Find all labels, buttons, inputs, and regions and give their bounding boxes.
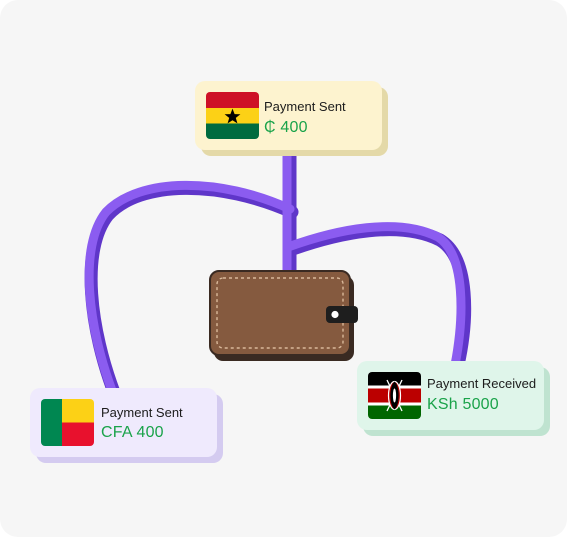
ghana-amount: ₵ 400 bbox=[264, 119, 308, 136]
connector-ghana-benin bbox=[84, 180, 295, 398]
kenya-status-label: Payment Received bbox=[427, 376, 537, 391]
benin-status-label: Payment Sent bbox=[101, 405, 183, 420]
ghana-status-label: Payment Sent bbox=[264, 99, 346, 114]
kenya-flag-icon bbox=[368, 372, 421, 419]
ghana-payment-card: Payment Sent ₵ 400 bbox=[195, 81, 388, 156]
connector-wallet-kenya bbox=[283, 222, 466, 370]
kenya-amount: KSh 5000 bbox=[427, 396, 499, 413]
benin-amount: CFA 400 bbox=[101, 424, 164, 441]
wallet-icon bbox=[209, 270, 358, 361]
ghana-flag-icon bbox=[206, 92, 259, 139]
kenya-payment-card: Payment Received KSh 5000 bbox=[357, 361, 550, 436]
benin-flag-icon bbox=[41, 399, 94, 446]
benin-payment-card: Payment Sent CFA 400 bbox=[30, 388, 223, 463]
